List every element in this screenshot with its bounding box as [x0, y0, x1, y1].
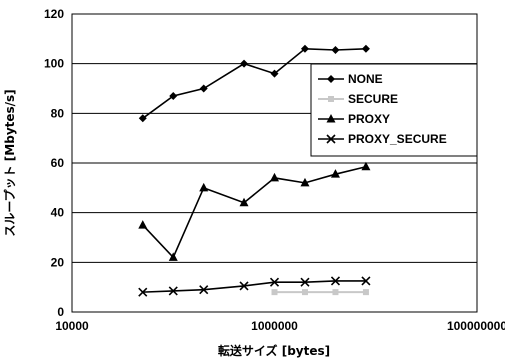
y-tick-label: 20 [51, 255, 65, 269]
x-tick-label: 10000 [55, 319, 89, 333]
data-point [301, 289, 308, 296]
data-point [168, 286, 178, 296]
y-tick-label: 0 [57, 305, 64, 319]
data-point [270, 69, 279, 78]
data-point [361, 44, 370, 53]
data-point [239, 197, 249, 207]
y-tick-label: 120 [44, 7, 64, 21]
x-tick-label: 1000000 [251, 319, 298, 333]
legend-box [310, 63, 478, 157]
series-proxy [138, 161, 371, 261]
data-point [169, 91, 178, 100]
series-line [142, 47, 366, 119]
data-point [199, 285, 209, 295]
y-tick-label: 80 [51, 106, 65, 120]
data-point [138, 114, 147, 123]
legend-label: SECURE [348, 92, 398, 106]
data-point [239, 281, 249, 291]
legend-label: PROXY_SECURE [348, 132, 447, 146]
legend-marker [327, 75, 335, 83]
y-tick-label: 100 [44, 57, 64, 71]
x-axis-title: 転送サイズ [bytes] [218, 343, 330, 358]
legend-marker [328, 96, 334, 102]
data-point [300, 277, 310, 287]
data-point [270, 172, 279, 182]
y-tick-label: 60 [51, 156, 65, 170]
series-line [142, 165, 367, 259]
y-tick-label: 40 [51, 206, 65, 220]
data-point [269, 277, 280, 287]
data-point [330, 169, 340, 178]
legend-entry: PROXY_SECURE [318, 132, 447, 146]
data-point [362, 289, 369, 296]
legend-marker [326, 114, 336, 123]
legend-label: PROXY [348, 112, 390, 126]
data-point [240, 59, 249, 68]
data-point [168, 252, 178, 261]
data-point [271, 289, 278, 296]
y-axis-title: スループット [Mbytes/s] [2, 89, 17, 236]
legend-label: NONE [348, 72, 383, 86]
legend-marker [326, 134, 336, 144]
data-point [331, 46, 340, 55]
data-point [332, 289, 339, 296]
data-point [199, 84, 208, 93]
series-proxy-secure [138, 276, 371, 297]
legend-entry: NONE [318, 72, 383, 86]
data-point [300, 44, 309, 53]
data-point [361, 276, 371, 286]
data-point [138, 287, 148, 297]
data-point [361, 161, 371, 171]
series-layer [138, 44, 371, 297]
series-none [138, 44, 370, 123]
axes: 0 20 40 60 80 100 120 10000 1000000 100000000 [44, 7, 505, 333]
legend-entry: PROXY [318, 112, 390, 126]
legend: NONE SECURE PROXY PROXY_SECURE [310, 63, 478, 157]
series-secure [271, 289, 369, 296]
legend-entry: SECURE [318, 92, 398, 106]
data-point [330, 276, 341, 286]
x-tick-label: 100000000 [447, 319, 505, 333]
series-line [142, 280, 366, 293]
data-point [138, 220, 148, 229]
data-point [300, 177, 310, 187]
data-point [199, 182, 209, 192]
